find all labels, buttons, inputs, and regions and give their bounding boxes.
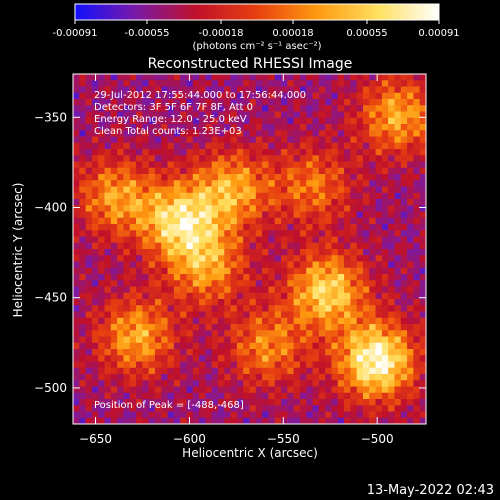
y-tick-label: −400 xyxy=(34,201,67,215)
chart-title: Reconstructed RHESSI Image xyxy=(148,56,353,72)
colorbar-ticks: -0.00091 -0.00055 -0.00018 0.00018 0.00055 0.… xyxy=(53,20,460,39)
annotation-time-range: 29-Jul-2012 17:55:44.000 to 17:56:44.000 xyxy=(94,90,306,101)
x-tick-label: −500 xyxy=(361,432,394,446)
colorbar-tick-label: 0.00091 xyxy=(418,28,459,39)
x-tick-label: −550 xyxy=(267,432,300,446)
y-axis-label: Heliocentric Y (arcsec) xyxy=(11,183,25,318)
colorbar-units: (photons cm⁻² s⁻¹ asec⁻²) xyxy=(192,41,321,52)
colorbar-tick-label: -0.00018 xyxy=(199,28,244,39)
annotation-energy-range: Energy Range: 12.0 - 25.0 keV xyxy=(94,114,247,125)
colorbar xyxy=(74,3,440,21)
y-tick-label: −500 xyxy=(34,381,67,395)
annotation-clean-counts: Clean Total counts: 1.23E+03 xyxy=(94,126,242,137)
y-tick-label: −450 xyxy=(34,291,67,305)
x-axis-label: Heliocentric X (arcsec) xyxy=(182,446,318,460)
colorbar-tick-label: 0.00055 xyxy=(346,28,387,39)
y-tick-label: −350 xyxy=(34,110,67,124)
colorbar-tick-label: -0.00091 xyxy=(53,28,98,39)
heatmap-image xyxy=(73,74,426,424)
x-tick-label: −650 xyxy=(79,432,112,446)
x-axis-ticks: −650 −600 −550 −500 xyxy=(79,74,394,446)
annotation-detectors: Detectors: 3F 5F 6F 7F 8F, Att 0 xyxy=(94,102,253,113)
x-tick-label: −600 xyxy=(173,432,206,446)
plot-frame xyxy=(72,73,427,425)
annotation-peak-position: Position of Peak = [-488,-468] xyxy=(94,400,244,411)
footer-timestamp: 13-May-2022 02:43 xyxy=(367,483,494,498)
y-axis-ticks: −500 −450 −400 −350 xyxy=(34,110,426,395)
colorbar-tick-label: 0.00018 xyxy=(272,28,313,39)
colorbar-tick-label: -0.00055 xyxy=(125,28,170,39)
